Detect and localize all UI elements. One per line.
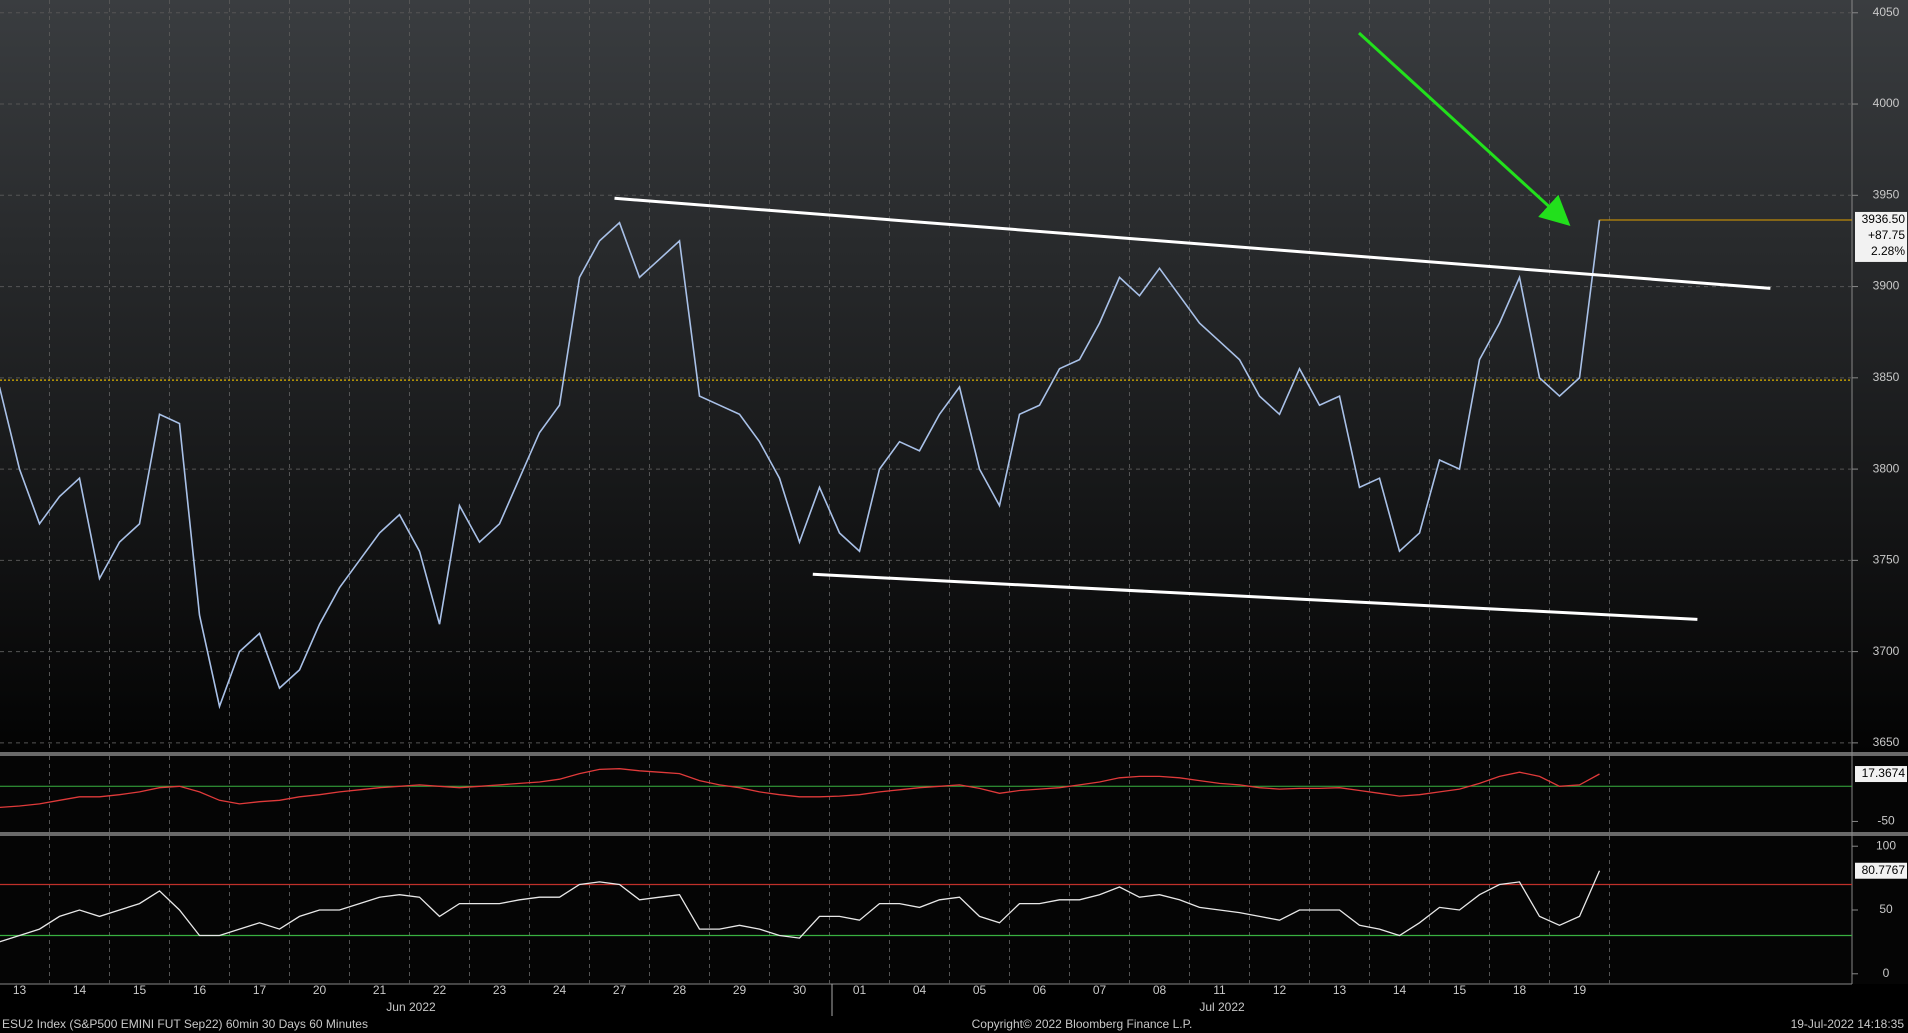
x-tick-label: 14 [73, 983, 87, 997]
macd-panel [0, 756, 1908, 832]
last-value-box [1855, 862, 1907, 879]
data-line [0, 219, 1601, 710]
x-tick-label: 30 [793, 983, 807, 997]
month-label: Jun 2022 [386, 1000, 436, 1014]
x-tick-label: 23 [493, 983, 507, 997]
y-tick-label: 3800 [1873, 461, 1900, 475]
y-tick-label: 3650 [1873, 735, 1900, 749]
y-tick-label: 4050 [1873, 5, 1900, 19]
x-tick-label: 04 [913, 983, 927, 997]
x-tick-label: 08 [1153, 983, 1167, 997]
x-tick-label: 29 [733, 983, 747, 997]
x-tick-label: 27 [613, 983, 627, 997]
y-tick-label: 3900 [1873, 279, 1900, 293]
x-tick-label: 05 [973, 983, 987, 997]
y-tick-label: -50 [1877, 814, 1895, 828]
x-tick-label: 17 [253, 983, 267, 997]
y-tick-label: 3750 [1873, 553, 1900, 567]
x-tick-label: 13 [13, 983, 27, 997]
marks [0, 219, 1852, 943]
x-tick-label: 21 [373, 983, 387, 997]
x-tick-label: 18 [1513, 983, 1527, 997]
labels: 13 14 15 16 17 20 21 22 23 24 27 28 29 30 01 04 05 06 07 08… [13, 5, 1907, 997]
data-line [0, 870, 1601, 943]
y-tick-label: 3700 [1873, 644, 1900, 658]
x-tick-label: 14 [1393, 983, 1407, 997]
lower-trendline [812, 572, 1698, 621]
footer-right: 19-Jul-2022 14:18:35 [1791, 1017, 1905, 1031]
x-tick-label: 13 [1333, 983, 1347, 997]
y-tick-label: 100 [1876, 838, 1896, 852]
x-tick-label: 01 [853, 983, 867, 997]
x-tick-label: 19 [1573, 983, 1587, 997]
panel-divider [0, 752, 1908, 756]
y-tick-label: 50 [1879, 902, 1893, 916]
x-tick-label: 20 [313, 983, 327, 997]
x-tick-label: 11 [1213, 983, 1226, 997]
x-tick-label: 07 [1093, 983, 1107, 997]
x-tick-label: 15 [1453, 983, 1467, 997]
footer-left: ESU2 Index (S&P500 EMINI FUT Sep22) 60mi… [2, 1017, 368, 1031]
last-value-label: 3936.50 [1862, 212, 1906, 226]
panel-divider [0, 832, 1908, 836]
x-tick-label: 24 [553, 983, 567, 997]
last-value-box [1855, 211, 1907, 262]
x-tick-label: 12 [1273, 983, 1287, 997]
y-tick-label: 3950 [1873, 187, 1900, 201]
price-panel [0, 0, 1908, 752]
month-label: Jul 2022 [1199, 1000, 1245, 1014]
data-line [0, 768, 1600, 809]
footer-center: Copyright© 2022 Bloomberg Finance L.P. [972, 1017, 1193, 1031]
y-tick-label: 3850 [1873, 370, 1900, 384]
y-tick-label: 4000 [1873, 96, 1900, 110]
change-label: +87.75 [1868, 228, 1905, 242]
upper-trendline [614, 196, 1771, 290]
x-tick-label: 06 [1033, 983, 1047, 997]
last-value-label: 80.7767 [1862, 863, 1906, 877]
x-tick-label: 16 [193, 983, 207, 997]
grid [0, 0, 1858, 984]
y-tick-label: 0 [1883, 966, 1890, 980]
change-pct-label: 2.28% [1871, 244, 1905, 258]
x-tick-label: 22 [433, 983, 447, 997]
last-value-label: 17.3674 [1862, 766, 1906, 780]
x-tick-label: 28 [673, 983, 687, 997]
x-tick-label: 15 [133, 983, 147, 997]
green-arrow [1357, 31, 1571, 227]
last-value-box [1855, 766, 1907, 783]
rsi-panel [0, 836, 1908, 984]
